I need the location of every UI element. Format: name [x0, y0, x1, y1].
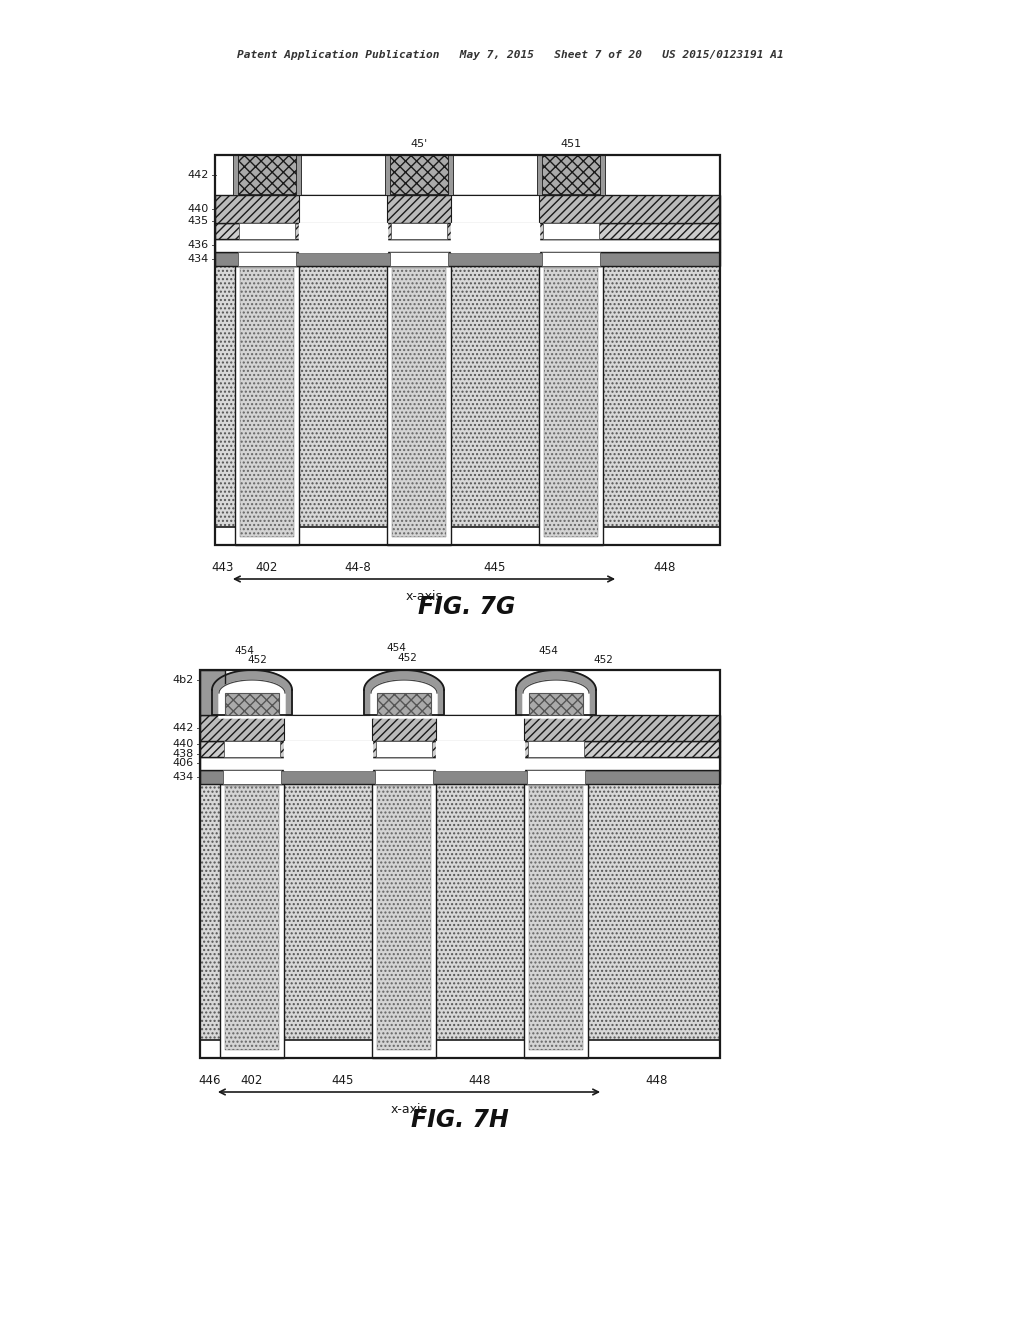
Bar — [283, 715, 372, 741]
Bar — [237, 252, 296, 267]
Polygon shape — [364, 671, 443, 715]
Bar — [200, 671, 719, 1059]
Bar — [215, 239, 719, 252]
Text: 434: 434 — [172, 772, 194, 781]
Polygon shape — [212, 671, 291, 715]
Bar — [200, 1040, 719, 1059]
Text: 454: 454 — [385, 643, 406, 653]
Text: 402: 402 — [256, 561, 278, 574]
Bar — [296, 154, 301, 195]
Bar — [215, 252, 719, 267]
Bar — [435, 741, 524, 770]
Text: 440: 440 — [187, 205, 209, 214]
Text: 452: 452 — [247, 655, 267, 665]
Text: 434: 434 — [187, 253, 209, 264]
Bar — [529, 693, 583, 715]
Bar — [224, 741, 280, 756]
Text: 445: 445 — [331, 1074, 354, 1086]
Text: 446: 446 — [199, 1074, 221, 1086]
Text: 442: 442 — [172, 723, 194, 733]
Bar — [377, 693, 431, 715]
Text: 452: 452 — [592, 655, 612, 665]
Text: 451: 451 — [559, 139, 581, 149]
Bar — [377, 785, 431, 1049]
Bar — [234, 154, 299, 195]
Bar — [200, 770, 719, 784]
Text: 4b2: 4b2 — [172, 675, 194, 685]
Bar — [543, 268, 597, 537]
Bar — [239, 268, 293, 537]
Bar — [386, 267, 450, 545]
Bar — [215, 527, 719, 545]
Bar — [200, 671, 225, 715]
Text: 406: 406 — [172, 758, 194, 768]
Bar — [375, 770, 433, 784]
Bar — [386, 154, 450, 195]
Text: FIG. 7G: FIG. 7G — [418, 595, 516, 619]
Bar — [225, 693, 279, 715]
Bar — [283, 741, 372, 770]
Bar — [389, 252, 447, 267]
Polygon shape — [371, 680, 436, 718]
Bar — [223, 770, 280, 784]
Bar — [200, 784, 719, 1059]
Text: 435: 435 — [187, 216, 209, 226]
Bar — [215, 154, 719, 545]
Bar — [450, 195, 538, 223]
Bar — [435, 715, 524, 741]
Bar — [599, 154, 604, 195]
Bar — [528, 741, 584, 756]
Bar — [225, 785, 279, 1049]
Bar — [538, 267, 602, 545]
Bar — [524, 784, 587, 1059]
Bar — [372, 784, 435, 1059]
Bar — [200, 741, 719, 756]
Bar — [538, 154, 602, 195]
Bar — [390, 223, 446, 239]
Bar — [527, 770, 585, 784]
Bar — [447, 154, 452, 195]
Text: 448: 448 — [469, 1074, 491, 1086]
Bar — [376, 741, 432, 756]
Bar — [215, 223, 719, 239]
Bar — [200, 715, 719, 741]
Text: 438: 438 — [172, 748, 194, 759]
Bar — [238, 223, 294, 239]
Bar — [529, 785, 583, 1049]
Text: x-axis: x-axis — [406, 590, 442, 603]
Text: 44-8: 44-8 — [344, 561, 371, 574]
Text: 402: 402 — [240, 1074, 263, 1086]
Bar — [391, 268, 445, 537]
Bar — [220, 784, 283, 1059]
Text: 440: 440 — [172, 739, 194, 748]
Bar — [200, 756, 719, 770]
Bar — [234, 267, 299, 545]
Bar — [215, 195, 719, 223]
Bar — [541, 252, 599, 267]
Text: 45': 45' — [410, 139, 427, 149]
Text: 454: 454 — [538, 645, 557, 656]
Text: 448: 448 — [653, 561, 676, 574]
Text: Patent Application Publication   May 7, 2015   Sheet 7 of 20   US 2015/0123191 A: Patent Application Publication May 7, 20… — [236, 50, 783, 59]
Text: 448: 448 — [645, 1074, 667, 1086]
Text: 443: 443 — [212, 561, 234, 574]
Text: FIG. 7H: FIG. 7H — [411, 1107, 508, 1133]
Text: x-axis: x-axis — [390, 1104, 427, 1115]
Bar — [299, 195, 386, 223]
Text: 436: 436 — [187, 240, 209, 249]
Text: 445: 445 — [483, 561, 505, 574]
Polygon shape — [219, 680, 284, 718]
Text: 442: 442 — [187, 170, 209, 180]
Bar — [232, 154, 237, 195]
Text: 452: 452 — [396, 653, 417, 663]
Bar — [299, 223, 386, 252]
Bar — [542, 223, 598, 239]
Bar — [215, 267, 719, 545]
Bar — [536, 154, 541, 195]
Polygon shape — [523, 680, 588, 718]
Bar — [450, 223, 538, 252]
Text: 454: 454 — [233, 645, 254, 656]
Bar — [384, 154, 389, 195]
Polygon shape — [516, 671, 595, 715]
